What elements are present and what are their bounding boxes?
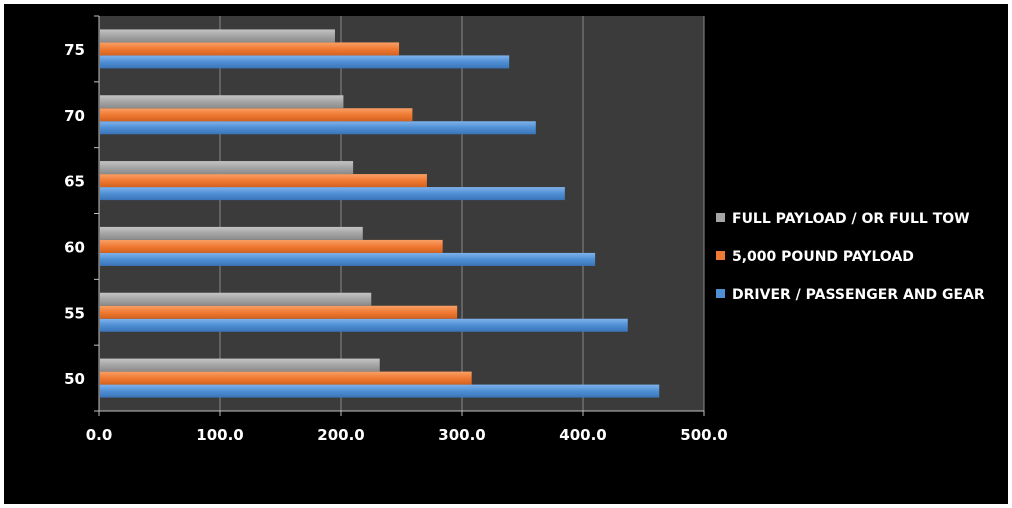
y-axis-tick-label: 55 [64,304,85,322]
x-axis-tick-label: 100.0 [196,426,243,444]
y-axis-tick-label: 70 [64,107,85,125]
bars [100,29,660,398]
bar-70-series-2 [100,108,413,122]
y-axis-tick-label: 65 [64,173,85,191]
bar-75-series-3 [100,29,335,43]
bar-70-series-3 [100,95,344,109]
bar-65-series-2 [100,174,427,188]
y-axis-tick-label: 60 [64,238,85,256]
y-axis-tick-labels: 50 55 60 65 70 75 [64,41,85,388]
bar-50-series-3 [100,358,380,372]
legend-label: FULL PAYLOAD / OR FULL TOW [732,211,970,227]
bar-65-series-3 [100,161,354,175]
bar-50-series-2 [100,371,472,385]
chart-area: 0.0 100.0 200.0 300.0 400.0 500.0 50 55 60 65 70 7… [4,4,1008,504]
bar-70-series-1 [100,121,536,135]
bar-75-series-1 [100,55,510,69]
legend-swatch [716,251,725,260]
bar-chart: 0.0 100.0 200.0 300.0 400.0 500.0 50 55 60 65 70 7… [64,15,985,444]
bar-65-series-1 [100,187,565,201]
bar-55-series-1 [100,318,628,332]
x-axis-tick-label: 500.0 [680,426,727,444]
bar-60-series-3 [100,226,363,240]
bar-75-series-2 [100,42,400,56]
legend: FULL PAYLOAD / OR FULL TOW 5,000 POUND PA… [716,211,985,303]
bar-55-series-3 [100,292,372,306]
x-axis-tick-label: 0.0 [86,426,113,444]
bar-50-series-1 [100,384,660,398]
x-axis-tick-label: 300.0 [438,426,485,444]
plot-background [99,16,704,411]
x-axis-tick-labels: 0.0 100.0 200.0 300.0 400.0 500.0 [86,426,728,444]
y-axis-tick-label: 75 [64,41,85,59]
legend-label: DRIVER / PASSENGER AND GEAR [732,287,985,303]
legend-swatch [716,213,725,222]
x-axis-tick-label: 400.0 [559,426,606,444]
gridlines [219,16,705,411]
x-axis-tick-label: 200.0 [317,426,364,444]
axes [94,15,705,416]
legend-swatch [716,289,725,298]
bar-60-series-1 [100,252,596,266]
legend-label: 5,000 POUND PAYLOAD [732,249,914,265]
y-axis-tick-label: 50 [64,370,85,388]
bar-55-series-2 [100,305,458,319]
bar-60-series-2 [100,239,443,253]
